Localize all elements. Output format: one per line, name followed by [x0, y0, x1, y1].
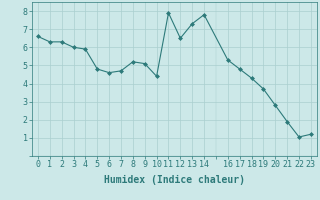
X-axis label: Humidex (Indice chaleur): Humidex (Indice chaleur) — [104, 175, 245, 185]
